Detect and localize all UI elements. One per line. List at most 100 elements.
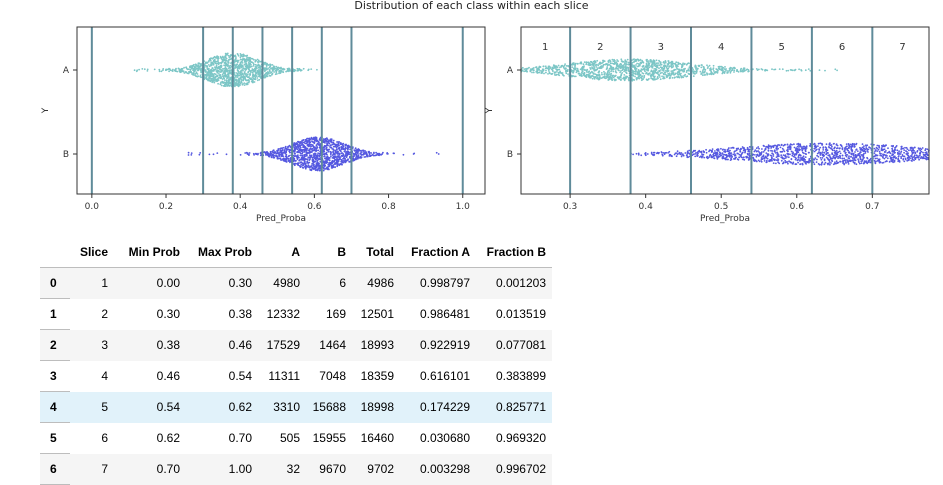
- data-point: [808, 152, 810, 154]
- data-point: [793, 143, 795, 145]
- data-point: [595, 66, 597, 68]
- data-point: [820, 154, 822, 156]
- data-point: [710, 67, 712, 69]
- data-point: [688, 73, 690, 75]
- data-point: [606, 67, 608, 69]
- data-point: [664, 153, 666, 155]
- data-point: [627, 70, 629, 72]
- data-point: [756, 161, 758, 163]
- data-point: [790, 161, 792, 163]
- data-point: [698, 150, 700, 152]
- data-point: [728, 148, 730, 150]
- data-point: [848, 147, 850, 149]
- data-point: [824, 160, 826, 162]
- data-point: [764, 160, 766, 162]
- data-point: [798, 148, 800, 150]
- data-point: [822, 157, 824, 159]
- data-point: [831, 160, 833, 162]
- data-point: [877, 155, 879, 157]
- data-point: [726, 72, 728, 74]
- data-point: [634, 73, 636, 75]
- data-point: [712, 72, 714, 74]
- data-point: [595, 69, 597, 71]
- data-point: [830, 162, 832, 164]
- data-point: [733, 71, 735, 73]
- data-point: [709, 73, 711, 75]
- data-point: [638, 60, 640, 62]
- data-point: [642, 78, 644, 80]
- data-point: [721, 68, 723, 70]
- data-point: [585, 76, 587, 78]
- data-point: [910, 155, 912, 157]
- data-point: [587, 64, 589, 66]
- data-point: [738, 157, 740, 159]
- data-point: [788, 156, 790, 158]
- data-point: [720, 148, 722, 150]
- data-point: [800, 69, 802, 71]
- data-point: [688, 68, 690, 70]
- data-point: [902, 154, 904, 156]
- data-point: [593, 77, 595, 79]
- data-point: [606, 64, 608, 66]
- data-point: [722, 154, 724, 156]
- data-point: [761, 148, 763, 150]
- data-point: [748, 159, 750, 161]
- data-point: [561, 65, 563, 67]
- data-point: [925, 158, 927, 160]
- data-point: [833, 143, 835, 145]
- data-point: [900, 152, 902, 154]
- data-point: [610, 70, 612, 72]
- data-point: [863, 150, 865, 152]
- data-point: [925, 148, 927, 150]
- data-point: [770, 147, 772, 149]
- data-point: [775, 163, 777, 165]
- data-point: [779, 144, 781, 146]
- data-point: [775, 69, 777, 71]
- data-point: [628, 77, 630, 79]
- data-point: [881, 149, 883, 151]
- data-point: [840, 144, 842, 146]
- data-point: [611, 76, 613, 78]
- data-point: [756, 156, 758, 158]
- data-point: [582, 66, 584, 68]
- data-point: [618, 78, 620, 80]
- data-point: [882, 153, 884, 155]
- data-point: [641, 75, 643, 77]
- data-point: [740, 154, 742, 156]
- data-point: [636, 79, 638, 81]
- data-point: [831, 146, 833, 148]
- data-point: [851, 160, 853, 162]
- data-point: [731, 156, 733, 158]
- data-point: [867, 151, 869, 153]
- data-point: [818, 143, 820, 145]
- data-point: [905, 153, 907, 155]
- data-point: [677, 74, 679, 76]
- data-point: [882, 157, 884, 159]
- data-point: [612, 59, 614, 61]
- data-point: [712, 154, 714, 156]
- data-point: [588, 73, 590, 75]
- data-point: [793, 69, 795, 71]
- data-point: [635, 64, 637, 66]
- data-point: [674, 77, 676, 79]
- data-point: [671, 67, 673, 69]
- data-point: [632, 75, 634, 77]
- data-point: [583, 69, 585, 71]
- data-point: [645, 66, 647, 68]
- data-point: [643, 73, 645, 75]
- data-point: [780, 154, 782, 156]
- data-point: [660, 78, 662, 80]
- data-point: [602, 64, 604, 66]
- data-point: [842, 158, 844, 160]
- data-point: [614, 79, 616, 81]
- data-point: [832, 149, 834, 151]
- data-point: [865, 146, 867, 148]
- data-point: [593, 64, 595, 66]
- data-point: [663, 67, 665, 69]
- data-point: [791, 69, 793, 71]
- data-point: [836, 70, 838, 72]
- data-point: [907, 148, 909, 150]
- data-point: [798, 68, 800, 70]
- data-point: [850, 156, 852, 158]
- data-point: [707, 157, 709, 159]
